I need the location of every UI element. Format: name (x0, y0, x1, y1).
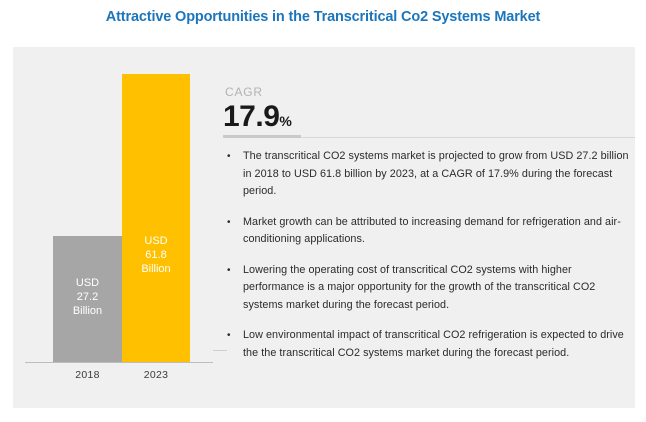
infographic-panel: USD 27.2 Billion USD 61.8 Billion 2018 2… (13, 47, 635, 408)
bullet-dot-icon: • (227, 330, 231, 341)
bar-2023-label-line3: Billion (141, 263, 171, 275)
list-item-text: Lowering the operating cost of transcrit… (243, 263, 596, 311)
cagr-percent-symbol: % (279, 113, 292, 129)
bar-2018-label: USD 27.2 Billion (53, 276, 122, 318)
list-item-text: The transcritical CO2 systems market is … (243, 150, 629, 197)
list-item: • Lowering the operating cost of transcr… (219, 262, 635, 315)
bullet-dot-icon: • (227, 264, 231, 276)
cagr-label: CAGR (225, 85, 263, 99)
list-item: • Low environmental impact of transcriti… (219, 327, 635, 362)
bullet-dot-icon: • (227, 216, 231, 228)
bar-2023-label-line2: 61.8 (145, 249, 167, 261)
x-tick-2023: 2023 (143, 369, 169, 381)
page-title: Attractive Opportunities in the Transcri… (105, 9, 541, 25)
x-axis-line (25, 362, 213, 363)
bar-chart: USD 27.2 Billion USD 61.8 Billion 2018 2… (13, 47, 213, 408)
decorative-tick (213, 350, 227, 351)
content-column: CAGR 17.9% • The transcritical CO2 syste… (213, 47, 635, 408)
divider-line (223, 137, 635, 138)
bar-2023-label: USD 61.8 Billion (122, 234, 190, 276)
x-tick-2018: 2018 (75, 369, 100, 381)
bullet-dot-icon: • (227, 151, 231, 162)
divider-accent (223, 135, 301, 138)
bullet-list: • The transcritical CO2 systems market i… (219, 148, 635, 375)
list-item-text: Low environmental impact of transcritica… (243, 329, 624, 359)
bar-2023: USD 61.8 Billion (122, 74, 190, 362)
list-item-text: Market growth can be attributed to incre… (243, 215, 621, 246)
bar-2018-label-line3: Billion (72, 305, 103, 317)
cagr-value: 17.9% (223, 100, 292, 138)
cagr-number: 17.9 (223, 100, 280, 133)
bar-2023-label-line1: USD (144, 235, 168, 247)
bar-2018-label-line1: USD (75, 277, 100, 289)
bar-2018: USD 27.2 Billion (53, 236, 122, 362)
list-item: • The transcritical CO2 systems market i… (219, 148, 635, 201)
list-item: • Market growth can be attributed to inc… (219, 214, 635, 249)
bar-2018-label-line2: 27.2 (76, 291, 99, 303)
